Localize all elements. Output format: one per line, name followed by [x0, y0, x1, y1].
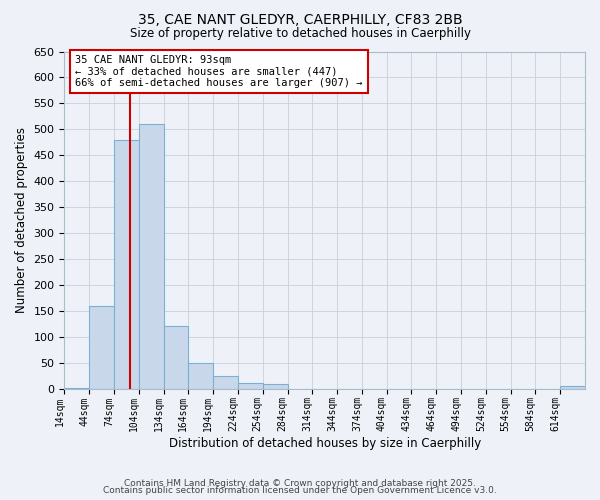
- Text: Size of property relative to detached houses in Caerphilly: Size of property relative to detached ho…: [130, 28, 470, 40]
- Text: Contains public sector information licensed under the Open Government Licence v3: Contains public sector information licen…: [103, 486, 497, 495]
- Text: 35 CAE NANT GLEDYR: 93sqm
← 33% of detached houses are smaller (447)
66% of semi: 35 CAE NANT GLEDYR: 93sqm ← 33% of detac…: [75, 55, 362, 88]
- Bar: [213, 376, 238, 388]
- Bar: [188, 362, 213, 388]
- Text: Contains HM Land Registry data © Crown copyright and database right 2025.: Contains HM Land Registry data © Crown c…: [124, 478, 476, 488]
- Bar: [139, 124, 164, 388]
- Bar: [263, 384, 287, 388]
- Bar: [164, 326, 188, 388]
- Y-axis label: Number of detached properties: Number of detached properties: [15, 127, 28, 313]
- Bar: [238, 384, 263, 388]
- Bar: [560, 386, 585, 388]
- Bar: [114, 140, 139, 388]
- X-axis label: Distribution of detached houses by size in Caerphilly: Distribution of detached houses by size …: [169, 437, 481, 450]
- Text: 35, CAE NANT GLEDYR, CAERPHILLY, CF83 2BB: 35, CAE NANT GLEDYR, CAERPHILLY, CF83 2B…: [137, 12, 463, 26]
- Bar: [89, 306, 114, 388]
